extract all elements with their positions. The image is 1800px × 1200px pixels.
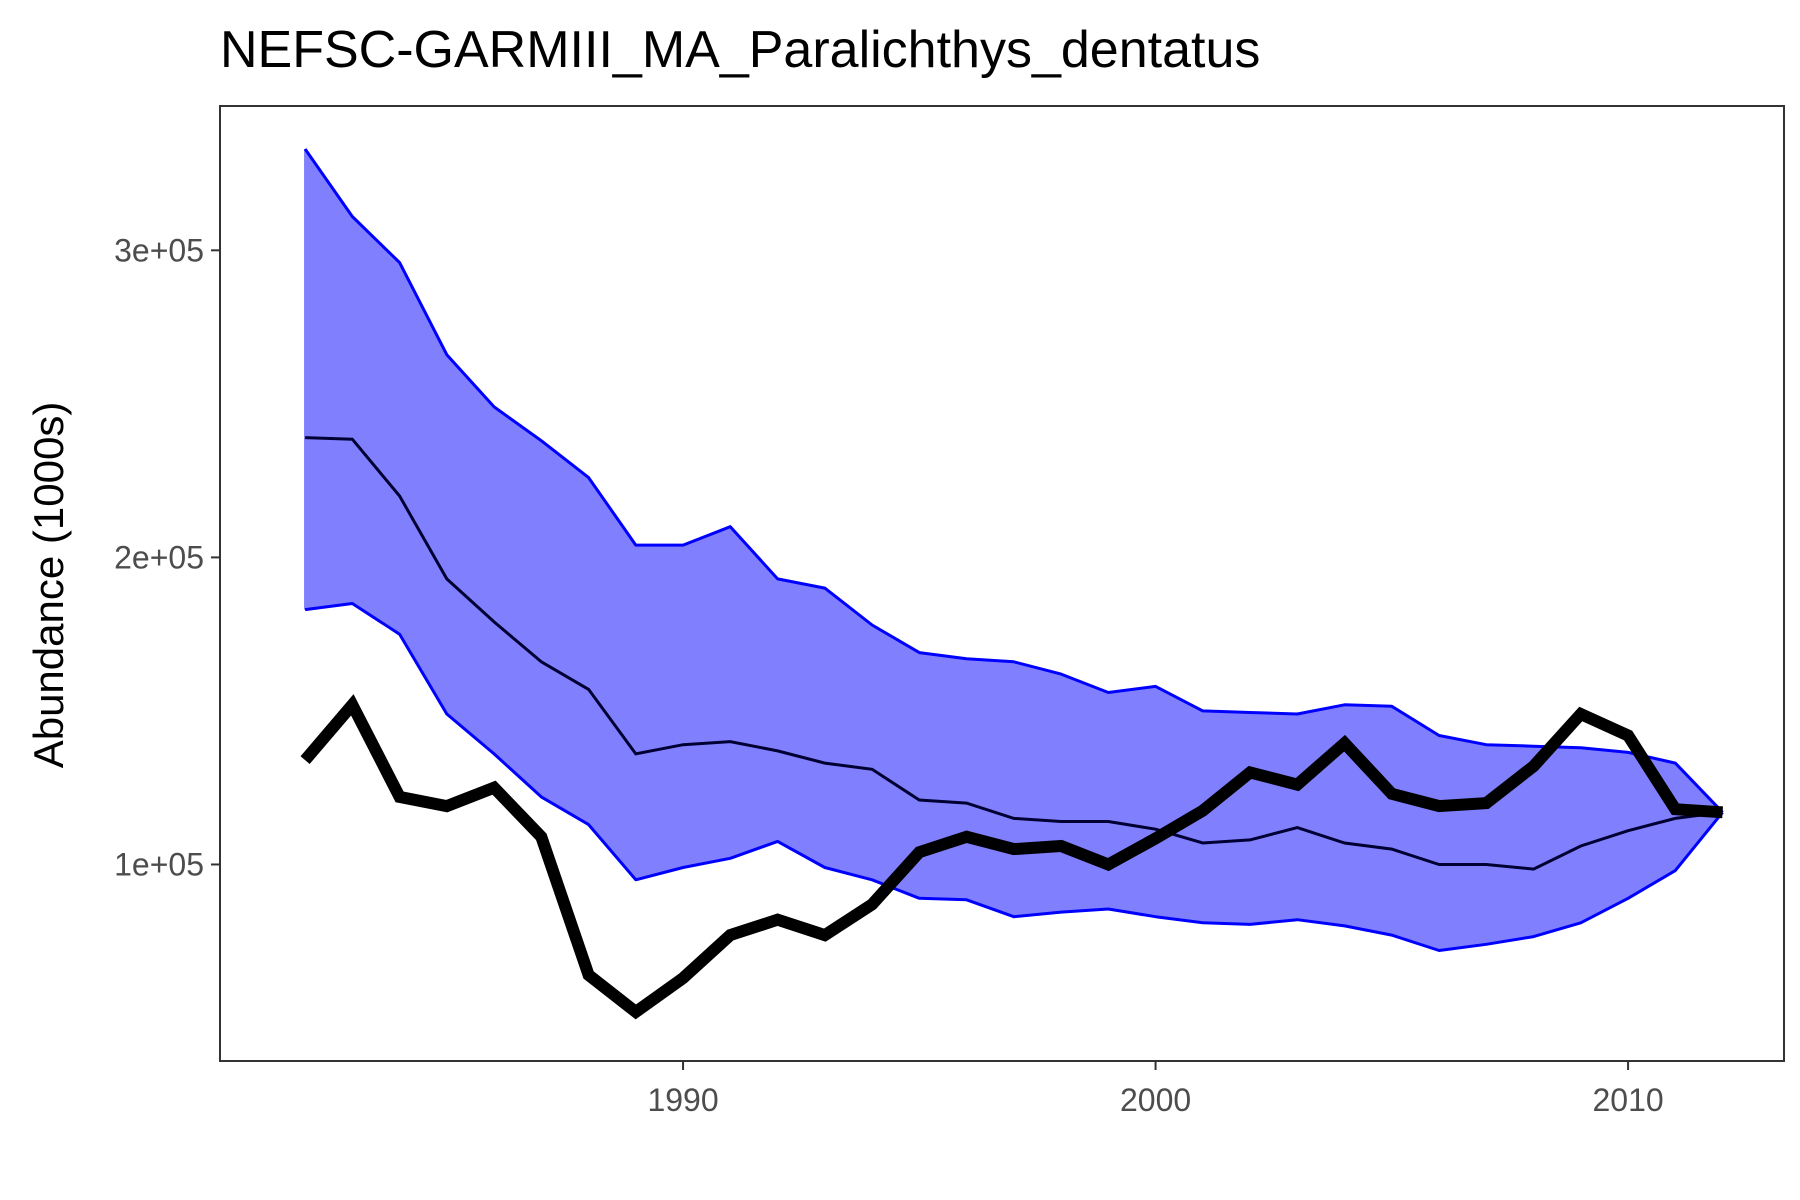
x-tick-label: 1990 xyxy=(647,1082,718,1118)
y-axis-label: Abundance (1000s) xyxy=(25,402,72,769)
band-lower-line xyxy=(304,602,1724,952)
x-tick-label: 2010 xyxy=(1592,1082,1663,1118)
band-upper-line xyxy=(303,148,1724,814)
chart-title: NEFSC-GARMIII_MA_Paralichthys_dentatus xyxy=(220,21,1260,79)
plot-panel-border xyxy=(219,105,1785,1062)
plot-area xyxy=(300,148,1724,1020)
median-estimate-line xyxy=(305,436,1723,871)
y-tick-label: 1e+05 xyxy=(114,846,204,882)
y-tick-label: 3e+05 xyxy=(114,232,204,268)
y-tick-label: 2e+05 xyxy=(114,539,204,575)
x-axis: 1990 2000 2010 xyxy=(647,1061,1664,1118)
observed-abundance-line xyxy=(300,694,1723,1020)
x-tick-label: 2000 xyxy=(1120,1082,1191,1118)
y-axis: 1e+05 2e+05 3e+05 xyxy=(114,232,220,882)
